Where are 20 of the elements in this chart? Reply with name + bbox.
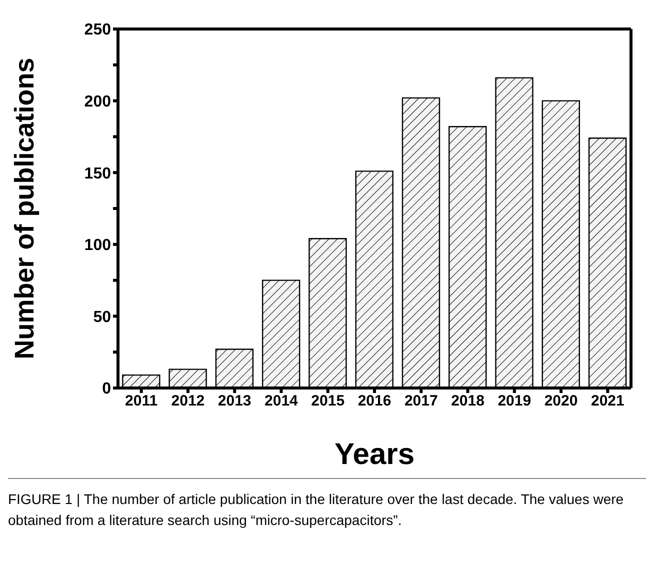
y-tick-label: 250 [84,22,112,39]
y-tick-label: 100 [84,237,112,254]
x-tick-label: 2019 [498,392,532,410]
y-tick-label: 50 [93,308,112,326]
x-tick-label: 2021 [590,392,624,410]
x-tick-label: 2018 [451,392,484,410]
x-tick-label: 2020 [544,392,578,410]
y-tick-label: 150 [84,165,112,182]
y-tick-label: 200 [84,93,112,110]
x-tick-label: 2015 [311,392,345,410]
x-tick-label: 2017 [404,392,438,410]
y-tick-label: 0 [102,380,112,398]
y-axis-title: Number of publications [10,58,40,360]
caption: FIGURE 1 | The number of article publication in the literature over the last decade. The values were obtained from a literature search using “micro-supercapacitors”. [8,490,625,530]
x-tick-label: 2014 [264,392,299,410]
x-axis-title: Years [334,438,415,471]
x-tick-label: 2013 [218,392,252,410]
x-tick-label: 2012 [171,392,205,410]
x-tick-label: 2011 [125,392,158,410]
x-tick-label: 2016 [358,392,392,410]
